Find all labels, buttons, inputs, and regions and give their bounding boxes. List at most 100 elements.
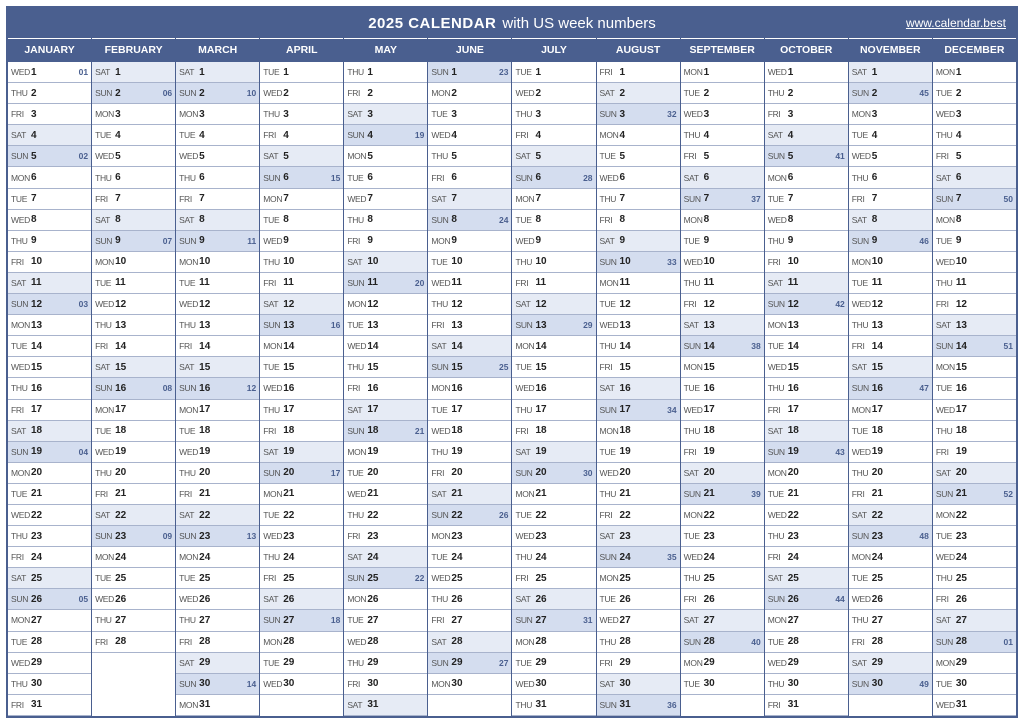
day-number: 18	[199, 425, 210, 436]
day-cell: MON15	[681, 357, 764, 378]
day-cell: FRI21	[92, 484, 175, 505]
week-number: 26	[499, 510, 508, 520]
day-cell: SUN206	[92, 83, 175, 104]
day-number: 8	[788, 214, 794, 225]
day-cell: FRI24	[8, 547, 91, 568]
day-cell: FRI5	[933, 146, 1016, 167]
day-number: 26	[788, 594, 799, 605]
day-of-week-label: THU	[95, 320, 115, 330]
day-number: 18	[31, 425, 42, 436]
day-cell: FRI15	[597, 357, 680, 378]
day-of-week-label: SUN	[600, 700, 620, 710]
day-cell: WED18	[428, 421, 511, 442]
day-number: 18	[283, 425, 294, 436]
day-number: 5	[31, 151, 37, 162]
day-number: 7	[956, 193, 962, 204]
day-of-week-label: MON	[11, 173, 31, 183]
day-of-week-label: FRI	[936, 447, 956, 457]
day-cell: SUN907	[92, 231, 175, 252]
week-number: 41	[835, 151, 844, 161]
day-of-week-label: TUE	[600, 299, 620, 309]
day-of-week-label: THU	[263, 257, 283, 267]
day-number: 11	[788, 277, 799, 288]
day-number: 25	[115, 573, 126, 584]
day-of-week-label: THU	[684, 130, 704, 140]
day-cell: WED23	[512, 526, 595, 547]
source-url-link[interactable]: www.calendar.best	[906, 16, 1006, 30]
empty-cell	[428, 695, 511, 716]
day-number: 13	[199, 320, 210, 331]
day-of-week-label: TUE	[600, 151, 620, 161]
day-cell: THU9	[8, 231, 91, 252]
day-number: 17	[620, 404, 631, 415]
day-cell: THU6	[92, 167, 175, 188]
week-number: 06	[163, 88, 172, 98]
month-column: MARCHSAT1SUN210MON3TUE4WED5THU6FRI7SAT8S…	[176, 38, 260, 716]
day-of-week-label: SAT	[600, 88, 620, 98]
day-number: 17	[31, 404, 42, 415]
day-number: 7	[115, 193, 121, 204]
week-number: 34	[667, 405, 676, 415]
day-of-week-label: THU	[936, 130, 956, 140]
day-number: 12	[872, 299, 883, 310]
month-header: APRIL	[260, 38, 343, 62]
day-of-week-label: TUE	[431, 109, 451, 119]
day-cell: THU2	[8, 83, 91, 104]
day-cell: SUN1316	[260, 315, 343, 336]
day-cell: FRI11	[512, 273, 595, 294]
day-of-week-label: WED	[852, 299, 872, 309]
day-cell: WED30	[260, 674, 343, 695]
day-number: 3	[31, 109, 37, 120]
day-of-week-label: THU	[684, 573, 704, 583]
day-cell: TUE25	[176, 568, 259, 589]
day-cell: WED4	[428, 125, 511, 146]
day-of-week-label: FRI	[852, 489, 872, 499]
day-of-week-label: SUN	[263, 615, 283, 625]
day-number: 18	[704, 425, 715, 436]
day-number: 14	[115, 341, 126, 352]
day-of-week-label: SAT	[11, 278, 31, 288]
week-number: 47	[919, 383, 928, 393]
day-number: 18	[788, 425, 799, 436]
day-cell: SUN332	[597, 104, 680, 125]
day-of-week-label: SAT	[600, 531, 620, 541]
day-cell: WED11	[428, 273, 511, 294]
day-cell: WED12	[849, 294, 932, 315]
day-cell: THU6	[176, 167, 259, 188]
day-number: 13	[620, 320, 631, 331]
day-number: 20	[283, 467, 294, 478]
day-of-week-label: FRI	[431, 320, 451, 330]
day-cell: SAT9	[597, 231, 680, 252]
day-of-week-label: TUE	[852, 130, 872, 140]
day-cell: MON27	[765, 610, 848, 631]
day-number: 15	[535, 362, 546, 373]
day-cell: MON29	[681, 653, 764, 674]
day-of-week-label: TUE	[263, 510, 283, 520]
day-cell: TUE17	[428, 400, 511, 421]
day-number: 27	[788, 615, 799, 626]
day-cell: MON10	[176, 252, 259, 273]
day-cell: MON13	[8, 315, 91, 336]
day-number: 29	[283, 657, 294, 668]
day-of-week-label: MON	[936, 658, 956, 668]
day-cell: SAT18	[8, 421, 91, 442]
day-cell: TUE11	[849, 273, 932, 294]
day-cell: SUN737	[681, 189, 764, 210]
day-cell: WED29	[8, 653, 91, 674]
day-cell: FRI25	[260, 568, 343, 589]
day-of-week-label: TUE	[768, 637, 788, 647]
day-number: 6	[283, 172, 289, 183]
day-of-week-label: THU	[852, 320, 872, 330]
day-number: 25	[367, 573, 378, 584]
empty-cell	[681, 695, 764, 716]
day-of-week-label: SUN	[684, 341, 704, 351]
day-cell: THU16	[8, 378, 91, 399]
day-number: 26	[451, 594, 462, 605]
day-cell: TUE25	[92, 568, 175, 589]
day-number: 17	[956, 404, 967, 415]
day-number: 16	[872, 383, 883, 394]
day-of-week-label: THU	[431, 151, 451, 161]
day-number: 8	[367, 214, 373, 225]
day-number: 8	[31, 214, 37, 225]
day-of-week-label: FRI	[95, 341, 115, 351]
